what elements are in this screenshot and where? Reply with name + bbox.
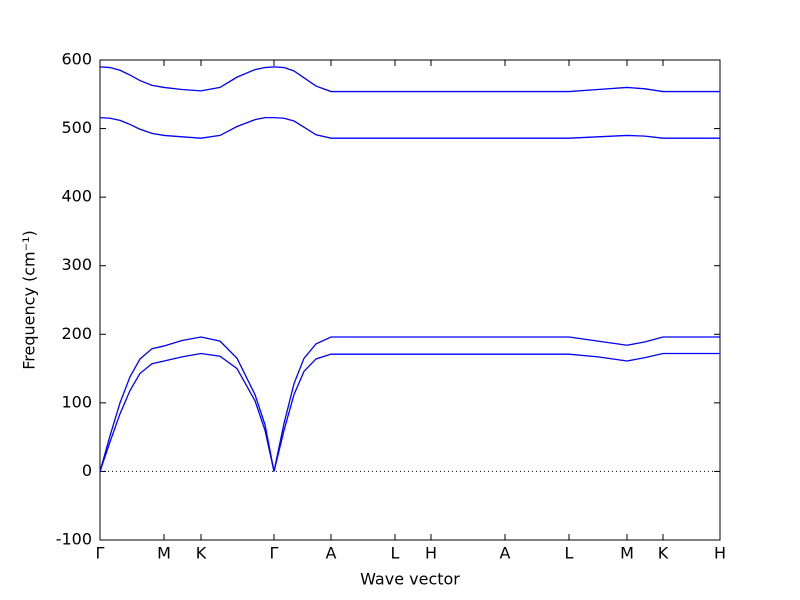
- y-tick-label: -100: [56, 530, 92, 549]
- x-tick-label: L: [565, 544, 574, 563]
- band-line: [99, 352, 720, 472]
- y-tick-label: 300: [61, 255, 92, 274]
- y-tick-label: 200: [61, 324, 92, 343]
- band-line: [99, 336, 720, 472]
- x-tick-label: Γ: [96, 544, 105, 563]
- y-tick-label: 400: [61, 187, 92, 206]
- x-axis-label: Wave vector: [360, 570, 460, 589]
- band-line: [99, 66, 720, 93]
- y-tick-label: 500: [61, 118, 92, 137]
- band-line: [99, 116, 720, 139]
- y-tick-label: 100: [61, 392, 92, 411]
- x-tick-label: A: [326, 544, 337, 563]
- x-tick-label: A: [500, 544, 511, 563]
- plot-frame: [99, 59, 721, 541]
- x-tick-label: K: [658, 544, 669, 563]
- x-tick-label: K: [196, 544, 207, 563]
- x-tick-label: M: [620, 544, 634, 563]
- x-tick-label: Γ: [270, 544, 279, 563]
- y-axis-label: Frequency (cm⁻¹): [20, 230, 39, 369]
- y-tick-label: 600: [61, 50, 92, 69]
- x-tick-label: M: [157, 544, 171, 563]
- x-tick-label: H: [714, 544, 726, 563]
- x-tick-label: L: [391, 544, 400, 563]
- x-tick-label: H: [425, 544, 437, 563]
- y-tick-label: 0: [82, 461, 92, 480]
